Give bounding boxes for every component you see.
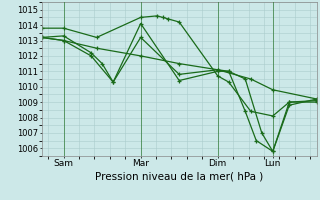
X-axis label: Pression niveau de la mer( hPa ): Pression niveau de la mer( hPa ) [95,171,263,181]
